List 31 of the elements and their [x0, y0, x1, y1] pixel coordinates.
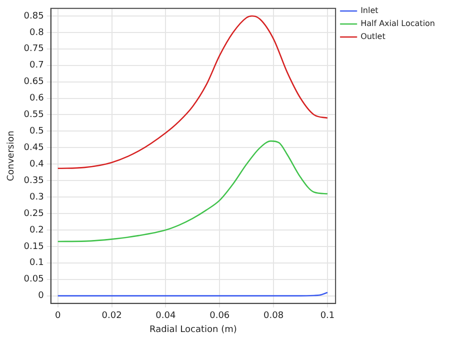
y-tick-label: 0.45 — [24, 143, 44, 154]
legend-label: Half Axial Location — [360, 19, 436, 28]
line-series — [57, 140, 328, 242]
y-tick-label: 0.4 — [30, 159, 44, 170]
x-tick-label: 0.1 — [320, 311, 335, 322]
x-tick-label: 0.02 — [102, 311, 122, 322]
x-axis-title: Radial Location (m) — [150, 324, 237, 335]
y-tick-label: 0.65 — [24, 77, 44, 88]
legend-label: Inlet — [360, 6, 378, 16]
x-tick-label: 0 — [54, 311, 61, 322]
line-series — [57, 15, 328, 170]
x-tick-label: 0.06 — [210, 311, 230, 322]
y-tick-label: 0.85 — [24, 11, 44, 22]
legend-label: Outlet — [360, 32, 386, 42]
y-tick-label: 0.55 — [24, 110, 44, 120]
y-tick-label: 0.8 — [30, 28, 44, 38]
x-tick-label: 0.04 — [156, 311, 176, 322]
y-tick-label: 0.75 — [24, 44, 44, 54]
y-tick-label: 0.15 — [24, 242, 44, 252]
y-tick-label: 0.2 — [30, 225, 44, 236]
y-tick-label: 0 — [38, 291, 44, 302]
y-tick-label: 0.25 — [24, 208, 44, 219]
y-tick-label: 0.7 — [30, 60, 44, 71]
y-tick-label: 0.3 — [30, 192, 44, 202]
y-axis-title: Conversion — [6, 130, 17, 182]
y-tick-label: 0.5 — [30, 126, 44, 137]
y-tick-label: 0.05 — [24, 274, 44, 285]
y-tick-label: 0.1 — [30, 258, 44, 268]
y-tick-label: 0.35 — [24, 176, 44, 186]
x-tick-label: 0.08 — [264, 311, 284, 322]
y-tick-label: 0.6 — [30, 94, 44, 104]
